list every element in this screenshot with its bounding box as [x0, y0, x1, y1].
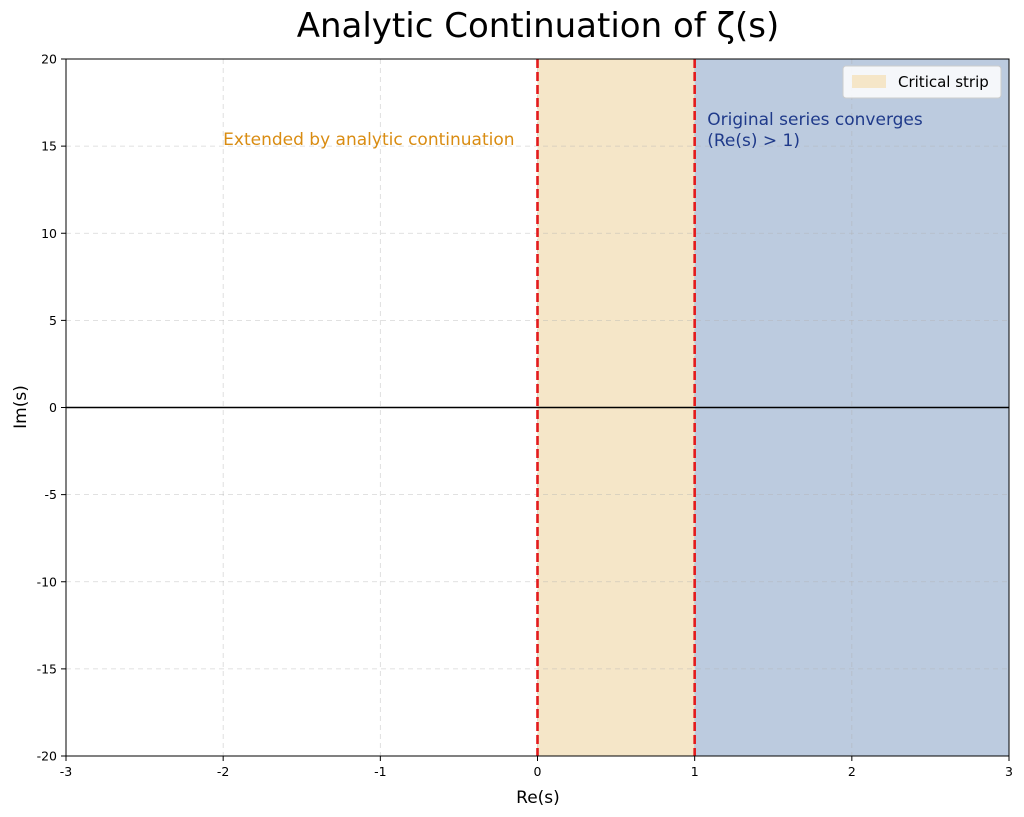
x-tick-label: 3 — [1005, 764, 1013, 779]
x-axis-label: Re(s) — [516, 788, 560, 808]
y-tick-label: -10 — [37, 574, 57, 589]
x-tick-label: -1 — [374, 764, 386, 779]
x-tick-label: 2 — [848, 764, 856, 779]
annotation-line: Extended by analytic continuation — [223, 130, 514, 150]
y-tick-label: 0 — [49, 400, 57, 415]
y-tick-label: 10 — [41, 226, 57, 241]
y-axis-label: Im(s) — [11, 385, 31, 429]
y-tick-label: -20 — [37, 749, 57, 764]
annotation-line: Original series converges — [707, 110, 923, 130]
x-tick-label: -3 — [60, 764, 72, 779]
annotation-line: (Re(s) > 1) — [707, 131, 800, 151]
legend: Critical strip — [842, 65, 1002, 99]
legend-box — [842, 65, 1002, 99]
legend-label: Critical strip — [898, 73, 989, 91]
x-tick-label: 0 — [534, 764, 542, 779]
y-tick-label: -5 — [45, 487, 57, 502]
x-tick-label: 1 — [691, 764, 699, 779]
chart-title: Analytic Continuation of ζ(s) — [297, 6, 780, 46]
y-tick-label: 5 — [49, 313, 57, 328]
legend-swatch — [852, 75, 886, 88]
y-tick-label: -15 — [37, 661, 57, 676]
annotation-text: Original series converges (Re(s) > 1) — [707, 110, 923, 151]
x-tick-label: -2 — [217, 764, 229, 779]
y-tick-label: 20 — [41, 52, 57, 67]
annotation-text: Extended by analytic continuation — [223, 130, 514, 150]
y-tick-label: 15 — [41, 139, 57, 154]
